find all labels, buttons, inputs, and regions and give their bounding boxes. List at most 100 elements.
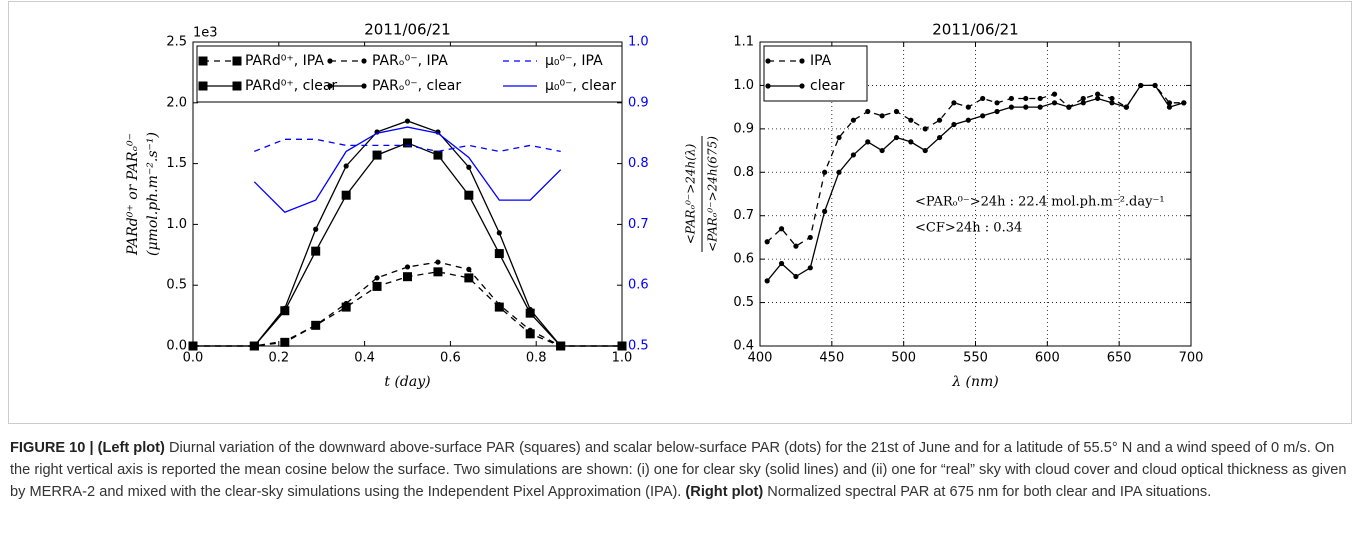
caption-label: FIGURE 10 | <box>10 440 94 456</box>
y-axis-label: (μmol.ph.m⁻².s⁻¹) <box>145 132 161 256</box>
marker <box>464 190 474 200</box>
y2-tick-label: 0.9 <box>628 95 649 110</box>
marker <box>1138 82 1144 89</box>
y-tick-label: 1.5 <box>166 156 187 171</box>
marker <box>1023 104 1029 110</box>
y2-tick-label: 0.8 <box>628 156 649 171</box>
marker <box>922 147 928 154</box>
marker <box>865 139 871 145</box>
plot-frame <box>192 41 623 347</box>
legend-label: PARd⁰⁺, clear <box>245 78 337 94</box>
marker <box>435 259 441 265</box>
marker <box>527 327 533 333</box>
caption: FIGURE 10 | (Left plot) Diurnal variatio… <box>10 437 1348 503</box>
marker <box>879 113 885 119</box>
marker <box>404 264 411 270</box>
marker <box>496 230 502 236</box>
marker <box>994 108 1000 115</box>
marker <box>464 273 474 283</box>
marker <box>908 139 914 145</box>
marker <box>198 56 208 66</box>
y-tick-label: 0.7 <box>733 208 754 223</box>
x-tick-label: 1.0 <box>612 351 633 366</box>
legend-label: PARₒ⁰⁻, IPA <box>372 53 448 69</box>
marker <box>372 150 382 160</box>
marker <box>327 83 333 89</box>
legend-frame <box>763 45 868 102</box>
x-tick-label: 0.8 <box>526 351 547 366</box>
y-tick-label: 0.6 <box>733 252 754 267</box>
marker <box>980 95 986 102</box>
caption-heading: (Right plot) <box>685 484 764 500</box>
marker <box>1095 91 1101 97</box>
marker <box>1008 104 1015 110</box>
marker <box>778 260 785 267</box>
marker <box>1109 100 1115 106</box>
y2-tick-label: 0.7 <box>628 217 649 232</box>
marker <box>433 267 443 277</box>
x-tick-label: 650 <box>1107 351 1132 366</box>
marker <box>313 322 319 328</box>
legend-frame <box>196 45 623 103</box>
series-line <box>254 138 561 153</box>
marker <box>1080 95 1086 102</box>
legend-label: μ₀⁰⁻, clear <box>545 78 616 94</box>
marker <box>1080 100 1086 106</box>
plot-frame <box>759 41 1192 347</box>
marker <box>403 272 412 282</box>
marker <box>893 108 900 115</box>
marker <box>822 169 828 175</box>
marker <box>525 329 535 339</box>
marker <box>908 117 914 123</box>
y-axis-label-numerator: <PARₒ⁰⁻>24h(λ) <box>684 143 698 244</box>
y-tick-label: 0.8 <box>733 165 754 180</box>
marker <box>1181 100 1187 106</box>
marker <box>232 81 242 91</box>
marker <box>1051 91 1058 97</box>
y-tick-label: 1.1 <box>733 35 754 50</box>
marker <box>951 121 957 128</box>
marker <box>865 108 871 115</box>
marker <box>313 226 319 232</box>
y-tick-label: 0.5 <box>166 278 187 293</box>
marker <box>1037 104 1043 110</box>
marker <box>341 190 351 200</box>
marker <box>1152 82 1158 89</box>
marker <box>1051 100 1058 106</box>
y-tick-label: 0.0 <box>166 339 187 354</box>
x-tick-label: 0.6 <box>440 351 461 366</box>
legend-label: clear <box>810 78 845 94</box>
marker <box>1066 104 1072 110</box>
marker <box>374 275 380 281</box>
y-tick-label: 2.5 <box>166 35 187 50</box>
y-tick-label: 0.9 <box>733 121 754 136</box>
marker <box>778 226 785 232</box>
x-tick-label: 700 <box>1179 351 1204 366</box>
y-tick-label: 0.5 <box>733 295 754 310</box>
x-tick-label: 0.4 <box>354 351 375 366</box>
marker <box>327 58 333 64</box>
marker <box>282 305 288 311</box>
marker <box>765 58 771 64</box>
marker <box>936 117 943 123</box>
annotation: <CF>24h : 0.34 <box>915 221 1022 236</box>
y-axis-label: PARd⁰⁺ or PARₒ⁰⁻ <box>125 133 141 256</box>
x-tick-label: 550 <box>963 351 988 366</box>
marker <box>198 81 208 91</box>
marker <box>965 104 971 110</box>
marker <box>836 134 842 141</box>
annotation: <PARₒ⁰⁻>24h : 22.4 mol.ph.m⁻².day⁻¹ <box>915 195 1165 210</box>
marker <box>764 278 770 284</box>
marker <box>807 265 813 271</box>
marker <box>793 243 799 249</box>
series-line <box>193 120 622 347</box>
legend-label: PARd⁰⁺, IPA <box>245 53 324 69</box>
y-tick-label: 0.4 <box>733 339 754 354</box>
marker <box>1037 95 1043 102</box>
marker <box>836 169 842 175</box>
marker <box>232 56 242 66</box>
marker <box>807 234 813 241</box>
marker <box>1095 95 1101 102</box>
marker <box>793 273 799 280</box>
